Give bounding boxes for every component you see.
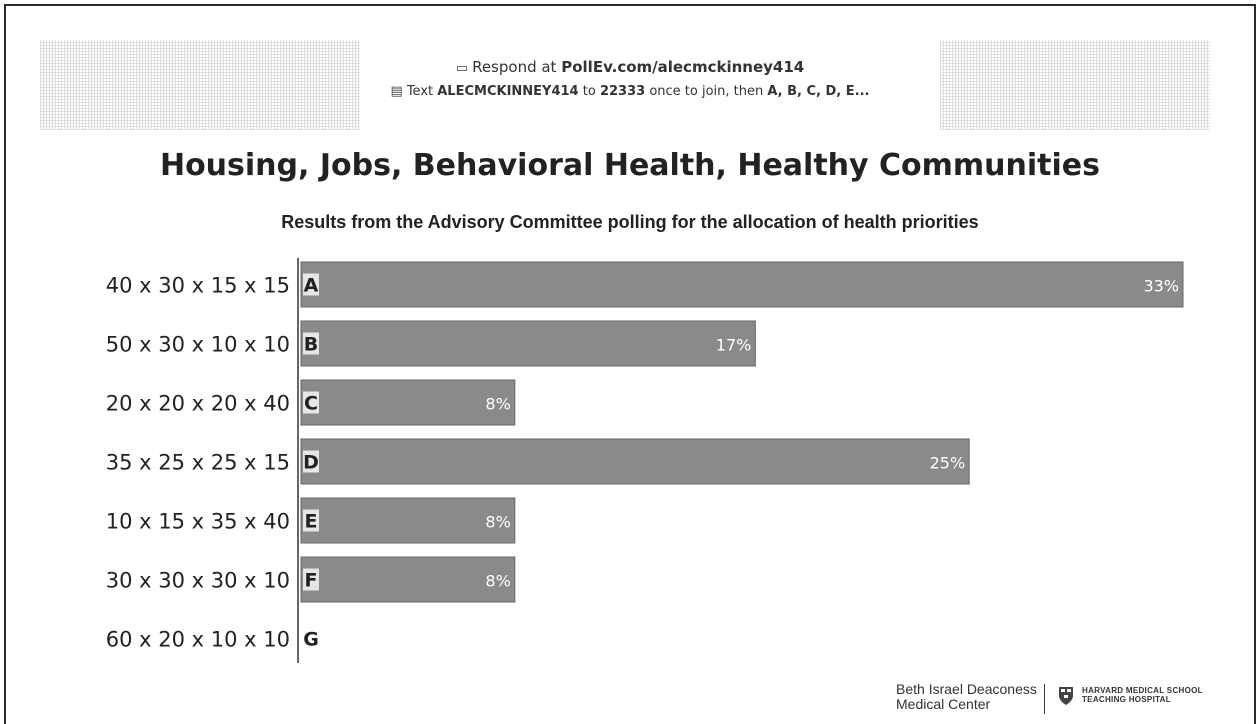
option-letter: F — [305, 570, 318, 592]
bar — [300, 556, 516, 603]
value-label: 8% — [485, 395, 510, 414]
option-letter: B — [304, 334, 318, 356]
background-texture-left — [40, 40, 360, 130]
bar — [300, 320, 756, 367]
value-label: 8% — [485, 572, 510, 591]
category-label: 60 x 20 x 10 x 10 — [106, 628, 290, 652]
slide-frame — [4, 4, 1256, 724]
option-letter: E — [305, 511, 318, 533]
option-letter: C — [304, 393, 318, 415]
logo-line-2: Medical Center — [896, 696, 991, 712]
letter-box — [303, 509, 319, 532]
background-texture-right — [940, 40, 1210, 130]
respond-url[interactable]: PollEv.com/alecmckinney414 — [561, 58, 805, 76]
option-letter: G — [303, 629, 319, 651]
logo-line-1: Beth Israel Deaconess — [896, 681, 1037, 697]
text-line: ▤ Text ALECMCKINNEY414 to 22333 once to j… — [0, 84, 1260, 99]
bar — [300, 497, 516, 544]
letter-box — [303, 568, 319, 591]
sms-icon: ▤ — [390, 84, 403, 99]
value-label: 17% — [716, 336, 752, 355]
bar — [300, 261, 1184, 308]
category-label: 30 x 30 x 30 x 10 — [106, 569, 290, 593]
value-label: 33% — [1143, 277, 1179, 296]
category-label: 50 x 30 x 10 x 10 — [106, 333, 290, 357]
harvard-shield-icon — [1059, 687, 1073, 705]
text-options: A, B, C, D, E... — [767, 84, 870, 99]
bidmc-logo: Beth Israel Deaconess Medical Center HAR… — [896, 682, 1226, 718]
letter-box — [303, 332, 319, 355]
text-number: 22333 — [599, 84, 646, 99]
chart-subtitle: Results from the Advisory Committee poll… — [281, 212, 979, 232]
logo-right-2: TEACHING HOSPITAL — [1082, 695, 1171, 704]
option-letter: A — [304, 275, 319, 297]
text-suffix: once to join, then — [649, 84, 764, 99]
logo-text: Beth Israel Deaconess Medical Center — [896, 682, 1037, 712]
option-letter: D — [303, 452, 319, 474]
value-label: 25% — [930, 454, 966, 473]
value-label: 8% — [485, 513, 510, 532]
respond-line: ▭ Respond at PollEv.com/alecmckinney414 — [0, 58, 1260, 76]
letter-box — [303, 450, 319, 473]
respond-prefix: Respond at — [472, 58, 557, 76]
logo-hms-text: HARVARD MEDICAL SCHOOL TEACHING HOSPITAL — [1082, 686, 1203, 704]
letter-box — [303, 391, 319, 414]
logo-divider — [1044, 684, 1045, 714]
web-icon: ▭ — [455, 61, 469, 76]
bar — [300, 438, 970, 485]
letter-box — [303, 273, 319, 296]
category-label: 35 x 25 x 25 x 15 — [106, 451, 290, 475]
text-code: ALECMCKINNEY414 — [437, 84, 579, 99]
chart-title: Housing, Jobs, Behavioral Health, Health… — [159, 148, 1101, 183]
bar — [300, 379, 516, 426]
logo-right-1: HARVARD MEDICAL SCHOOL — [1082, 686, 1203, 695]
category-label: 20 x 20 x 20 x 40 — [106, 392, 290, 416]
text-prefix: Text — [406, 84, 434, 99]
category-label: 40 x 30 x 15 x 15 — [106, 274, 290, 298]
category-label: 10 x 15 x 35 x 40 — [106, 510, 290, 534]
text-to: to — [582, 84, 596, 99]
